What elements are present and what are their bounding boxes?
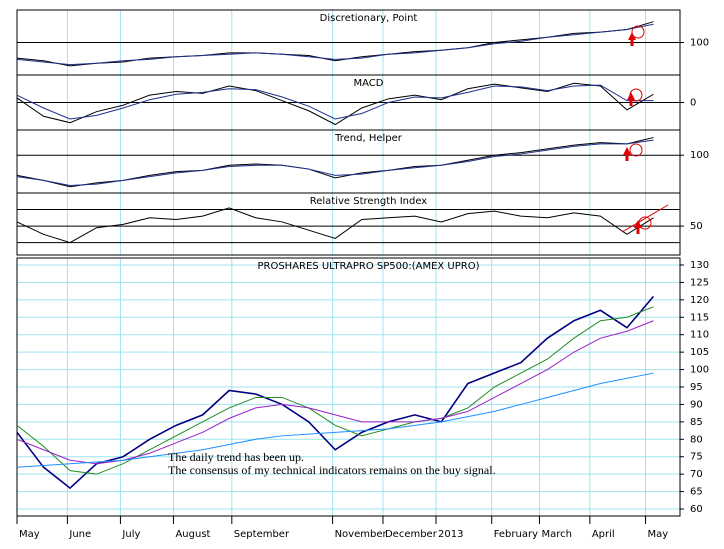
- x-tick-label: August: [175, 529, 210, 540]
- y-tick-label: 75: [690, 452, 703, 463]
- y-tick-label: 130: [690, 260, 709, 271]
- x-tick-label: 2013: [438, 529, 463, 540]
- x-tick-label: July: [121, 529, 140, 540]
- x-tick-label: June: [68, 529, 91, 540]
- y-tick-label: 120: [690, 295, 709, 306]
- x-tick-label: February: [494, 529, 538, 540]
- y-tick-label: 125: [690, 277, 709, 288]
- panel-title: Trend, Helper: [334, 133, 403, 144]
- x-tick-label: May: [19, 529, 40, 540]
- annotation: The daily trend has been up.: [168, 450, 304, 464]
- series-line: [16, 320, 654, 465]
- panel: 60 65 70 75 80 85 90 95 100 105 110 115 120 125 130 PRO…: [16, 257, 709, 517]
- x-tick-label: April: [592, 529, 615, 540]
- y-tick-label: 95: [690, 382, 703, 393]
- panel-border: [16, 192, 681, 256]
- x-tick-label: May: [648, 529, 669, 540]
- series-line: [16, 306, 654, 475]
- panel: 100 Discretionary, Point: [16, 9, 709, 76]
- y-tick-label: 100: [690, 150, 709, 161]
- panel: 0 MACD: [16, 74, 696, 131]
- panel-title: PROSHARES ULTRAPRO SP500:(AMEX UPRO): [257, 261, 479, 272]
- series-line: [16, 23, 654, 66]
- series-line: [16, 139, 654, 186]
- x-tick-label: September: [234, 529, 290, 540]
- series-line: [16, 82, 654, 126]
- y-tick-label: 105: [690, 347, 709, 358]
- series-line: [16, 207, 654, 244]
- series-line: [16, 137, 654, 188]
- panel-title: Discretionary, Point: [320, 13, 418, 24]
- y-tick-label: 60: [690, 504, 703, 515]
- y-tick-label: 115: [690, 312, 709, 323]
- y-tick-label: 85: [690, 417, 703, 428]
- x-tick-label: March: [541, 529, 571, 540]
- y-tick-label: 90: [690, 399, 703, 410]
- annotation: The consensus of my technical indicators…: [168, 463, 496, 477]
- panel: 50 Relative Strength Index: [16, 192, 703, 256]
- panel-title: MACD: [354, 78, 384, 89]
- x-tick-label: November: [335, 529, 388, 540]
- series-line: [16, 84, 654, 120]
- panel-border: [16, 257, 681, 517]
- x-tick-label: December: [385, 529, 438, 540]
- y-tick-label: 70: [690, 469, 703, 480]
- series-line: [16, 372, 654, 468]
- y-tick-label: 100: [690, 38, 709, 49]
- panel: 100 Trend, Helper: [16, 129, 709, 194]
- panel-title: Relative Strength Index: [310, 196, 428, 207]
- y-tick-label: 50: [690, 221, 703, 232]
- y-tick-label: 80: [690, 434, 703, 445]
- y-tick-label: 65: [690, 487, 703, 498]
- y-tick-label: 0: [690, 98, 696, 109]
- y-tick-label: 110: [690, 330, 709, 341]
- plots: 100 Discretionary, Point 0 MACD 100 Trend, He…: [16, 9, 709, 540]
- y-tick-label: 100: [690, 365, 709, 376]
- signal-markers: [621, 25, 669, 234]
- series-line: [16, 295, 655, 490]
